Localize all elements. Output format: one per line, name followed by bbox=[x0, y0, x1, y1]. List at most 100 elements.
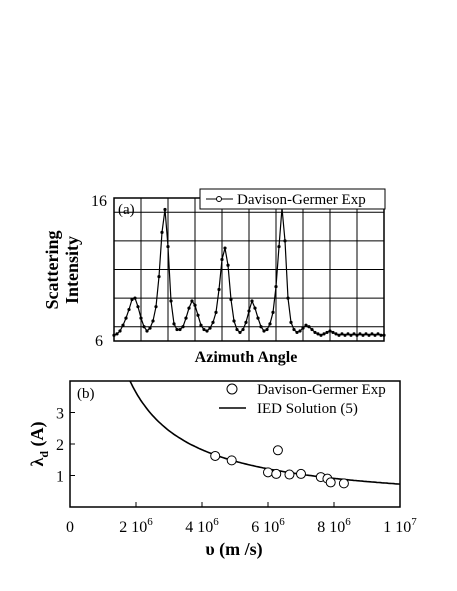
data-point bbox=[379, 333, 383, 337]
data-point bbox=[226, 455, 237, 466]
panel-b-ylabel: λd (A) bbox=[27, 421, 51, 466]
data-point bbox=[211, 320, 215, 325]
data-point bbox=[190, 299, 194, 303]
panel-a-label: (a) bbox=[118, 202, 135, 218]
data-point bbox=[160, 230, 164, 234]
data-point bbox=[286, 296, 290, 300]
data-point bbox=[370, 332, 374, 336]
data-point bbox=[265, 327, 269, 332]
panel-a-ytick-top: 16 bbox=[91, 193, 107, 210]
data-point bbox=[244, 320, 248, 325]
data-point bbox=[253, 306, 257, 310]
data-point bbox=[352, 332, 356, 336]
panel-a-legend-box bbox=[199, 188, 386, 210]
data-point bbox=[313, 330, 317, 335]
panel-a-ylabel-line1: Scattering bbox=[42, 231, 62, 310]
panel-b-legend-label-exp: Davison-Germer Exp bbox=[257, 382, 386, 398]
panel-b-xtick-label: 6 106 bbox=[251, 516, 285, 536]
data-point bbox=[338, 478, 349, 489]
data-point bbox=[325, 477, 336, 488]
data-point bbox=[121, 323, 125, 327]
panel-b-legend-label-ied: IED Solution (5) bbox=[257, 401, 358, 417]
data-point bbox=[367, 333, 371, 337]
data-point bbox=[196, 313, 200, 317]
data-point bbox=[349, 333, 353, 337]
data-point bbox=[220, 257, 224, 262]
data-point bbox=[322, 332, 326, 336]
data-point bbox=[346, 332, 350, 336]
data-point bbox=[316, 332, 320, 336]
data-point bbox=[373, 333, 377, 337]
data-point bbox=[235, 327, 239, 332]
data-point bbox=[364, 332, 368, 336]
panel-b-ytick-label: 3 bbox=[56, 406, 64, 423]
data-point bbox=[133, 296, 137, 300]
panel-b-legend-marker bbox=[226, 383, 238, 395]
data-point bbox=[272, 445, 283, 456]
panel-b-ylabel-main: λ bbox=[27, 458, 47, 467]
panel-a-grid bbox=[114, 198, 384, 341]
data-point bbox=[136, 305, 140, 309]
data-point bbox=[112, 333, 116, 337]
data-point bbox=[142, 325, 146, 329]
data-point bbox=[232, 319, 236, 323]
data-point bbox=[268, 322, 272, 326]
data-point bbox=[208, 326, 212, 330]
data-point bbox=[181, 325, 185, 329]
panel-a: (a) Davison-Germer Exp 16 6 Scattering I… bbox=[42, 188, 386, 366]
data-point bbox=[361, 333, 365, 337]
data-point bbox=[337, 333, 341, 337]
data-point bbox=[184, 316, 188, 320]
panel-a-legend-marker bbox=[216, 196, 222, 202]
data-point bbox=[193, 303, 197, 307]
data-point bbox=[238, 330, 242, 335]
panel-b-xtick-label: 2 106 bbox=[119, 516, 153, 536]
data-point bbox=[214, 310, 218, 314]
panel-b-ytick-label: 1 bbox=[56, 469, 64, 486]
data-point bbox=[298, 329, 302, 333]
data-point bbox=[283, 239, 287, 243]
data-point bbox=[325, 330, 329, 335]
data-point bbox=[382, 333, 386, 337]
data-point bbox=[247, 309, 251, 313]
data-point bbox=[250, 299, 254, 303]
data-point bbox=[259, 325, 263, 329]
panel-b-ylabel-sub: d bbox=[37, 451, 51, 458]
panel-b-ylabel-rest: (A) bbox=[27, 421, 48, 451]
panel-b-xtick-label: 1 107 bbox=[383, 516, 417, 536]
data-point bbox=[271, 310, 275, 314]
data-point bbox=[151, 319, 155, 323]
data-point bbox=[217, 287, 221, 292]
data-point bbox=[304, 323, 308, 327]
data-point bbox=[226, 263, 230, 267]
data-point bbox=[157, 275, 161, 279]
panel-b-points bbox=[210, 445, 349, 489]
data-point bbox=[175, 327, 179, 332]
data-point bbox=[210, 450, 221, 461]
data-point bbox=[172, 322, 176, 326]
panel-b-xtick-label: 0 bbox=[66, 519, 74, 536]
data-point bbox=[271, 468, 282, 479]
data-point bbox=[145, 329, 149, 333]
svg-text:λd (A): λd (A) bbox=[27, 421, 51, 466]
data-point bbox=[307, 325, 311, 329]
panel-b-xlabel: υ (m /s) bbox=[205, 539, 262, 560]
data-point bbox=[262, 329, 266, 333]
data-point bbox=[187, 306, 191, 310]
data-point bbox=[154, 305, 158, 309]
data-point bbox=[295, 330, 299, 335]
data-point bbox=[202, 327, 206, 332]
data-point bbox=[301, 326, 305, 330]
data-point bbox=[241, 327, 245, 332]
data-point bbox=[148, 326, 152, 330]
data-point bbox=[223, 246, 227, 250]
data-point bbox=[376, 332, 380, 336]
data-point bbox=[277, 245, 281, 249]
panel-a-points bbox=[112, 206, 386, 337]
panel-b-frame bbox=[69, 380, 401, 508]
panel-b: 1 2 3 0 2 106 4 106 6 106 8 106 1 107 (b) Daviso… bbox=[27, 380, 417, 560]
series-line-ied-solution bbox=[129, 380, 401, 485]
panel-a-legend-label: Davison-Germer Exp bbox=[237, 192, 366, 208]
data-point bbox=[334, 332, 338, 336]
